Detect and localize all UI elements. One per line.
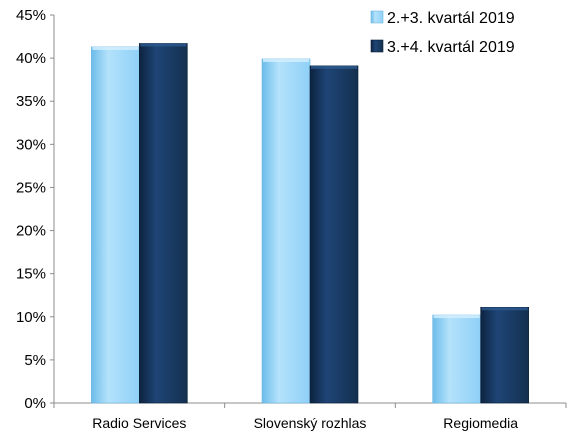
- y-tick-label: 25%: [16, 179, 46, 196]
- bar-1-1: [91, 46, 140, 404]
- y-tick-label: 30%: [16, 136, 46, 153]
- x-tick-label: Radio Services: [92, 415, 186, 431]
- bar-2-2: [309, 65, 359, 404]
- x-tick-label: Regiomedia: [443, 415, 518, 431]
- bar-2-3: [480, 306, 529, 404]
- legend-label-1: 2.+3. kvartál 2019: [387, 10, 515, 27]
- labels: 0% 5% 10% 15% 20% 25% 30% 35% 40% 45% Radio Servic…: [16, 7, 518, 431]
- legend-swatch-1: [370, 10, 384, 24]
- legend-swatch-2: [370, 39, 384, 53]
- y-tick-label: 45%: [16, 7, 46, 24]
- x-tick-label: Slovenský rozhlas: [254, 415, 367, 431]
- bar-1-3: [432, 314, 481, 404]
- bar-cap-1-2: [263, 58, 309, 62]
- bar-cap-1-3: [433, 315, 480, 319]
- y-tick-label: 40%: [16, 50, 46, 67]
- legend: 2.+3. kvartál 2019 3.+4. kvartál 2019: [370, 10, 515, 56]
- bar-2-1: [139, 43, 188, 404]
- bar-1-2: [261, 58, 311, 404]
- y-tick-label: 10%: [16, 309, 46, 326]
- bar-cap-2-1: [140, 43, 187, 47]
- bar-cap-2-3: [481, 307, 528, 311]
- y-tick-label: 15%: [16, 266, 46, 283]
- bars: [91, 43, 529, 404]
- y-tick-label: 0%: [24, 395, 46, 412]
- y-tick-label: 5%: [24, 352, 46, 369]
- y-tick-label: 20%: [16, 223, 46, 240]
- legend-label-2: 3.+4. kvartál 2019: [387, 39, 515, 56]
- bar-cap-2-2: [311, 65, 357, 69]
- bar-cap-1-1: [92, 46, 139, 50]
- y-tick-label: 35%: [16, 93, 46, 110]
